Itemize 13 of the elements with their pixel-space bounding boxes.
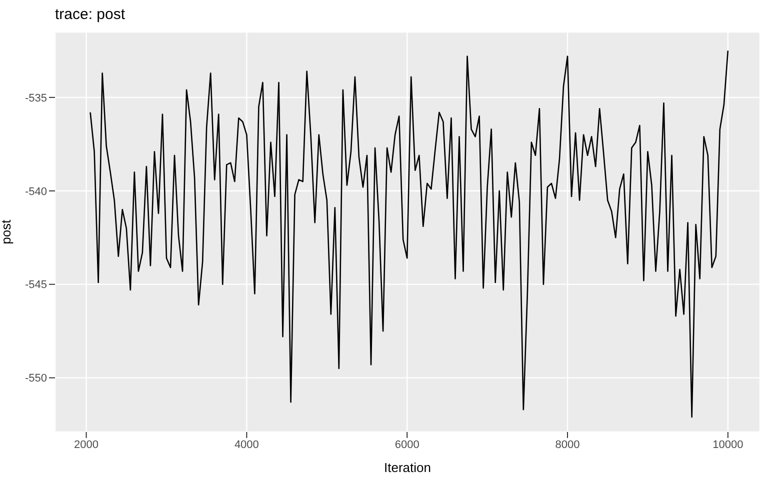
x-tick-label: 8000	[555, 438, 580, 451]
y-tick-label: -550	[24, 372, 47, 385]
x-tick-label: 2000	[74, 438, 99, 451]
x-tick-label: 6000	[394, 438, 420, 451]
y-axis-title: post	[0, 219, 14, 244]
line-series	[90, 50, 729, 418]
y-tick-label: -535	[24, 92, 47, 104]
y-tick-label: -540	[24, 186, 47, 198]
x-axis-title: Iteration	[384, 460, 431, 475]
y-tick-label: -545	[24, 279, 47, 292]
x-tick-label: 4000	[234, 438, 259, 451]
chart-title: trace: post	[55, 6, 126, 23]
x-tick-label: 10000	[712, 438, 744, 451]
